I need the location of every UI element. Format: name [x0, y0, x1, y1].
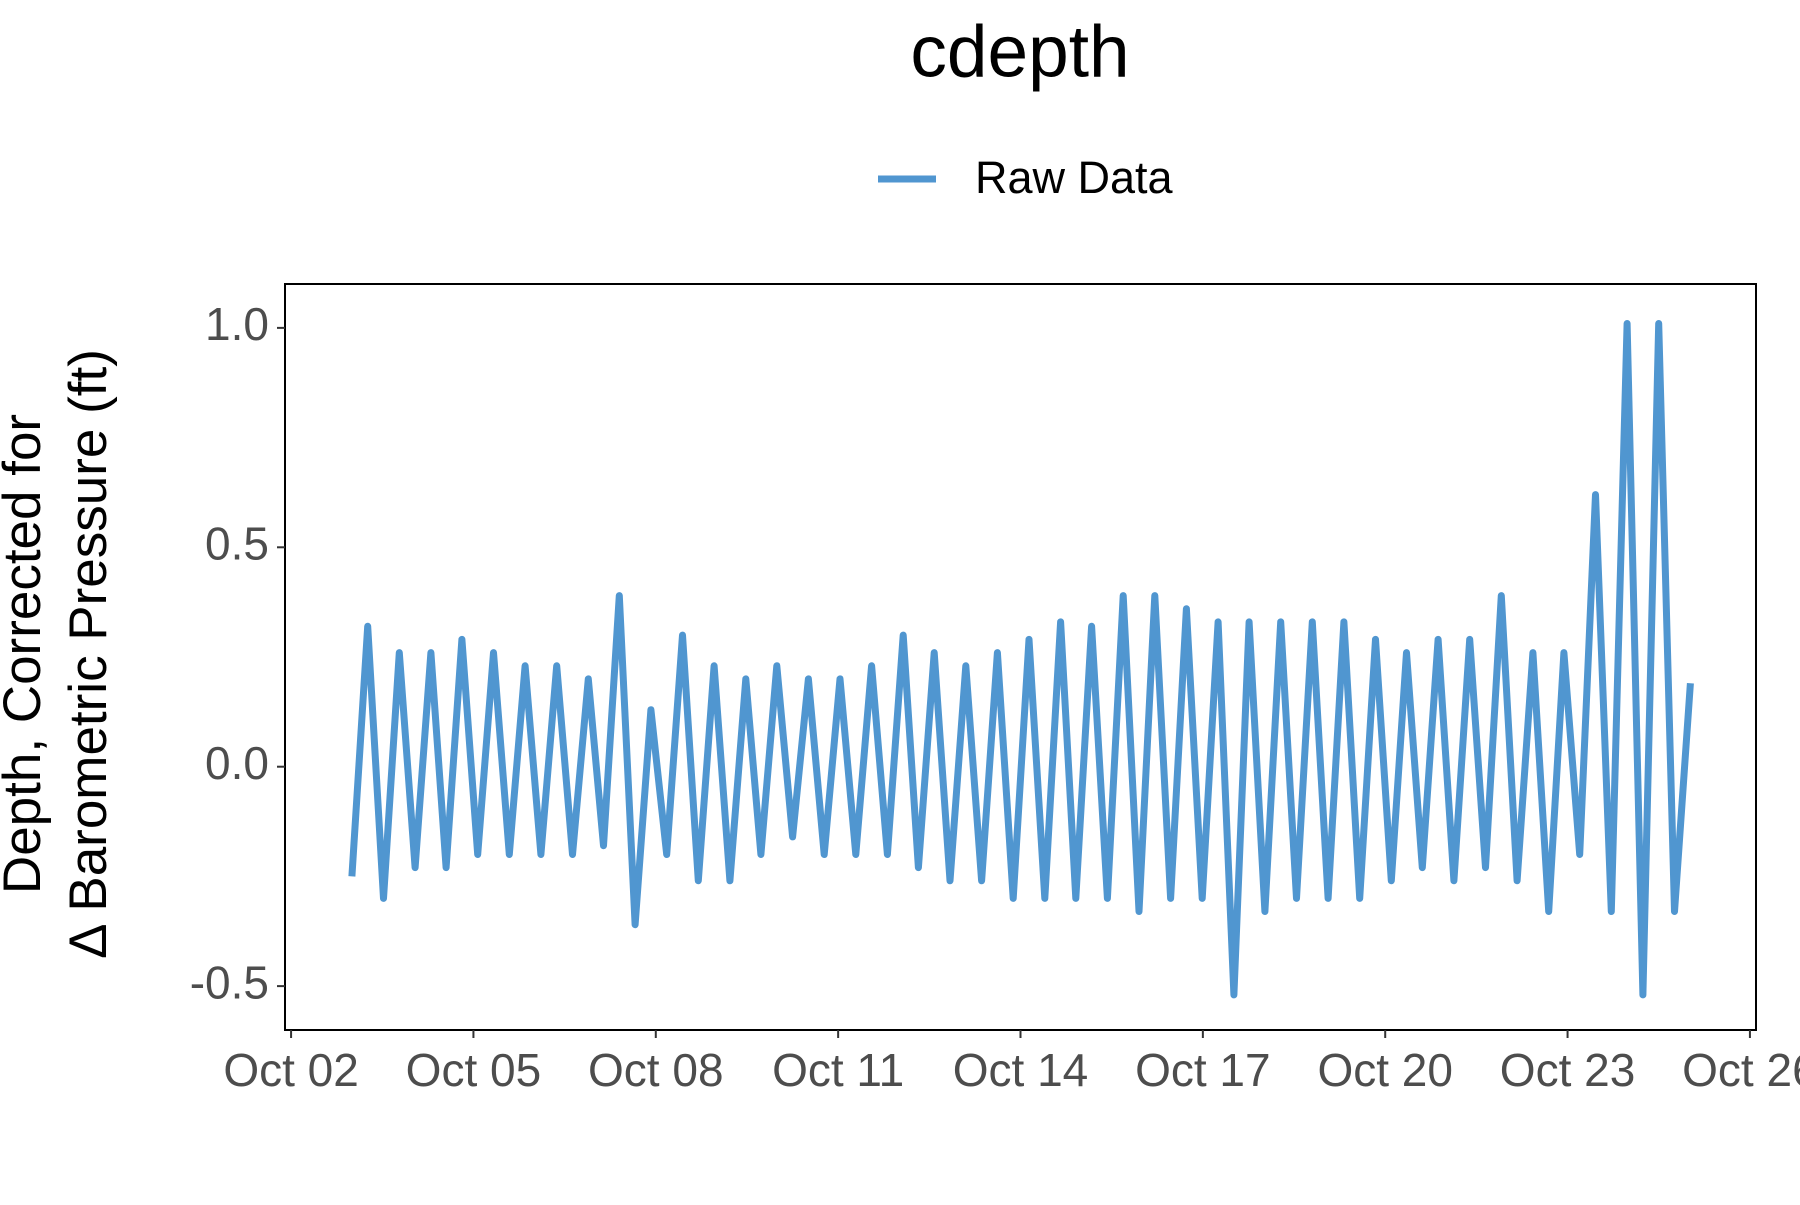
y-axis-title-line: Δ Barometric Pressure (ft): [59, 349, 118, 959]
x-tick-label: Oct 14: [953, 1044, 1089, 1096]
x-tick-label: Oct 05: [406, 1044, 542, 1096]
x-tick-label: Oct 23: [1500, 1044, 1636, 1096]
y-tick-label: 0.5: [205, 517, 269, 569]
x-tick-label: Oct 20: [1317, 1044, 1453, 1096]
y-axis-title-line: Depth, Corrected for: [0, 414, 52, 894]
y-tick-label: -0.5: [190, 956, 269, 1008]
chart-title: cdepth: [910, 11, 1129, 92]
x-tick-label: Oct 17: [1135, 1044, 1271, 1096]
x-tick-label: Oct 26: [1682, 1044, 1800, 1096]
y-tick-label: 1.0: [205, 298, 269, 350]
y-tick-label: 0.0: [205, 737, 269, 789]
legend-label: Raw Data: [975, 152, 1174, 203]
x-tick-label: Oct 11: [772, 1044, 904, 1096]
y-axis-title: Depth, Corrected for Δ Barometric Pressu…: [0, 349, 118, 959]
x-tick-label: Oct 02: [223, 1044, 359, 1096]
data-line: [348, 320, 1694, 999]
x-tick-label: Oct 08: [588, 1044, 724, 1096]
